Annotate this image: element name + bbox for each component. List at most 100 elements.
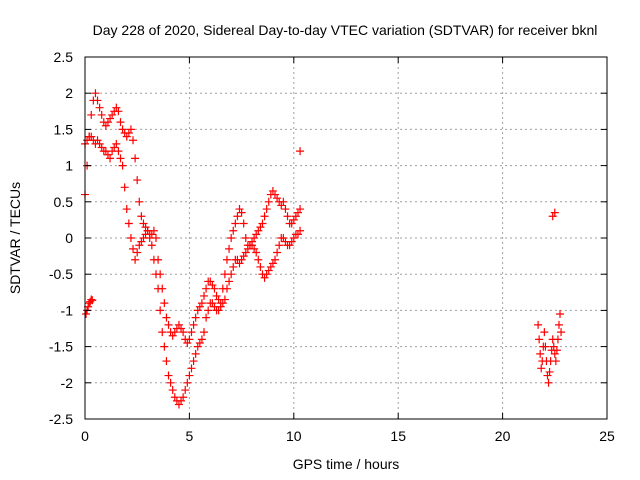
data-point-lower-branch <box>133 248 142 257</box>
data-point-upper-branch <box>133 176 142 185</box>
data-point-upper-branch <box>202 284 211 293</box>
y-tick-label: 0 <box>65 230 73 246</box>
data-point-upper-branch <box>129 136 138 145</box>
data-point-lower-branch <box>158 328 167 337</box>
data-point-lower-branch <box>183 378 192 387</box>
data-point-upper-branch <box>291 212 300 221</box>
data-point-upper-branch <box>279 197 288 206</box>
y-tick-label: 1 <box>65 158 73 174</box>
data-point-upper-branch <box>116 118 125 127</box>
data-point-upper-branch <box>141 223 150 232</box>
data-point-lower-branch <box>214 306 223 315</box>
data-point-upper-branch <box>97 110 106 119</box>
data-point-lower-branch <box>187 364 196 373</box>
data-point-lower-branch <box>112 139 121 148</box>
data-point-lower-branch <box>273 248 282 257</box>
data-point-late-cluster <box>540 328 549 337</box>
data-point-isolated-points <box>548 212 557 221</box>
data-point-upper-branch <box>114 107 123 116</box>
data-point-upper-branch <box>101 121 110 130</box>
data-point-lower-branch <box>220 295 229 304</box>
data-point-lower-branch <box>189 357 198 366</box>
data-point-lower-branch <box>93 136 102 145</box>
data-point-lower-branch <box>156 306 165 315</box>
data-point-late-cluster <box>544 378 553 387</box>
data-point-upper-branch <box>87 110 96 119</box>
data-point-lower-branch <box>275 241 284 250</box>
data-point-lower-branch <box>151 270 160 279</box>
data-point-lower-branch <box>264 266 273 275</box>
data-point-upper-branch <box>177 324 186 333</box>
data-point-upper-branch <box>258 219 267 228</box>
data-point-lower-branch <box>256 262 265 271</box>
x-axis-label: GPS time / hours <box>293 456 400 472</box>
data-point-lower-branch <box>177 396 186 405</box>
data-point-lower-branch <box>154 284 163 293</box>
x-tick-label: 15 <box>390 428 406 444</box>
data-point-lower-branch <box>170 393 179 402</box>
data-point-upper-branch <box>260 212 269 221</box>
data-point-upper-branch <box>189 320 198 329</box>
data-point-lower-branch <box>239 252 248 261</box>
data-point-upper-branch <box>195 302 204 311</box>
data-point-upper-branch <box>283 212 292 221</box>
data-point-upper-branch <box>227 234 236 242</box>
grid-lines <box>85 57 607 419</box>
data-point-lower-branch <box>195 338 204 347</box>
data-point-upper-branch <box>200 291 209 300</box>
x-tick-label: 5 <box>186 428 194 444</box>
data-point-lower-branch <box>179 393 188 402</box>
y-tick-label: -2.5 <box>49 411 73 427</box>
data-point-lower-branch <box>279 234 288 242</box>
data-point-lower-branch <box>120 183 129 192</box>
data-point-upper-branch <box>264 197 273 206</box>
y-tick-label: 2.5 <box>54 49 74 65</box>
data-point-lower-branch <box>266 262 275 271</box>
y-axis-label: SDTVAR / TECUs <box>7 182 23 294</box>
data-point-upper-branch <box>191 313 200 322</box>
data-point-upper-branch <box>139 219 148 228</box>
data-point-upper-branch <box>210 284 219 293</box>
data-point-lower-branch <box>160 342 169 351</box>
data-point-lower-branch <box>103 150 112 159</box>
data-point-late-cluster <box>543 371 552 380</box>
data-point-lower-branch <box>216 302 225 311</box>
data-point-upper-branch <box>273 194 282 203</box>
y-tick-label: -2 <box>61 375 74 391</box>
data-point-lower-branch <box>139 234 148 242</box>
data-point-upper-branch <box>151 234 160 242</box>
data-point-upper-branch <box>164 320 173 329</box>
data-point-lower-branch <box>293 230 302 239</box>
data-point-lower-branch <box>147 241 156 250</box>
y-tick-label: 1.5 <box>54 121 74 137</box>
data-point-lower-branch <box>200 328 209 337</box>
data-point-lower-branch <box>208 299 217 308</box>
x-tick-label: 25 <box>599 428 615 444</box>
data-point-lower-branch <box>174 400 183 409</box>
data-point-lower-branch <box>193 342 202 351</box>
data-point-upper-branch <box>277 201 286 210</box>
axis-ticks: 0 5 10 15 20 25 -2.5 -2 -1.5 -1 -0.5 0 0.5 1 1.5 2 2.5 <box>49 49 615 444</box>
data-point-late-cluster <box>545 367 554 376</box>
data-point-upper-branch <box>250 234 259 242</box>
data-point-lower-branch <box>289 234 298 242</box>
y-tick-label: 2 <box>65 85 73 101</box>
data-point-upper-branch <box>241 234 250 242</box>
x-tick-label: 0 <box>81 428 89 444</box>
data-point-upper-branch <box>162 313 171 322</box>
data-point-lower-branch <box>227 270 236 279</box>
data-point-lower-branch <box>191 349 200 358</box>
data-point-upper-branch <box>289 215 298 224</box>
data-point-upper-branch <box>179 328 188 337</box>
data-point-upper-branch <box>131 154 140 163</box>
data-point-upper-branch <box>231 219 240 228</box>
data-point-upper-branch <box>108 110 117 119</box>
data-point-upper-branch <box>239 219 248 228</box>
data-point-lower-branch <box>250 244 259 253</box>
data-point-lower-branch <box>185 371 194 380</box>
data-point-lower-branch <box>124 219 133 228</box>
data-point-late-cluster <box>535 335 544 344</box>
y-tick-label: -1.5 <box>49 339 73 355</box>
data-point-upper-branch <box>183 338 192 347</box>
data-point-isolated-points <box>86 297 95 306</box>
